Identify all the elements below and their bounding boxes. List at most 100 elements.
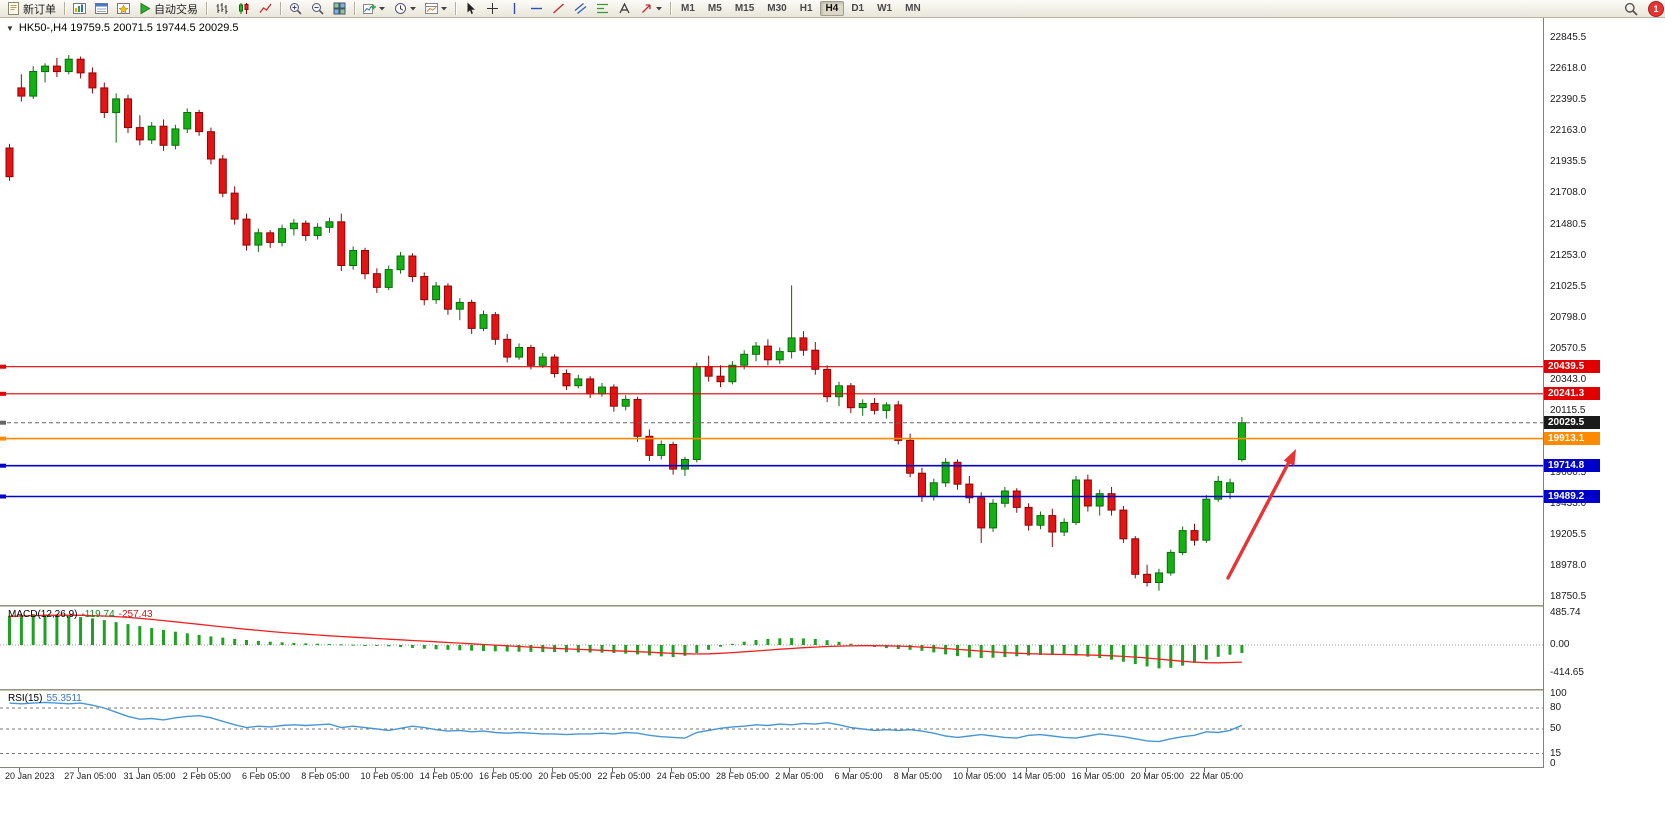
candle-body: [989, 502, 998, 529]
rsi-line: [9, 701, 1243, 743]
candle-body: [1095, 493, 1104, 507]
candle-body: [1060, 521, 1069, 533]
price-axis-label: 20570.5: [1550, 342, 1587, 354]
candle-body: [906, 439, 915, 474]
timeframe-m1-button[interactable]: M1: [681, 3, 695, 14]
data-window-button[interactable]: [91, 0, 112, 17]
channel-tool-button[interactable]: [570, 0, 591, 17]
market-watch-button[interactable]: [69, 0, 90, 17]
candle-body: [882, 404, 891, 411]
time-axis-label: 6 Mar 05:00: [834, 771, 883, 781]
price-axis-label: 20798.0: [1550, 311, 1587, 323]
candle-body: [645, 435, 654, 456]
candle-body: [289, 222, 298, 230]
macd-histogram: [8, 614, 1244, 669]
macd-axis-label: 0.00: [1550, 639, 1570, 650]
candle-body: [977, 497, 986, 529]
collapse-triangle-icon[interactable]: ▼: [6, 23, 14, 33]
timeframe-m30-button[interactable]: M30: [767, 3, 787, 14]
zoom-in-button[interactable]: [285, 0, 306, 17]
candle-body: [823, 368, 832, 398]
candle-body: [515, 347, 524, 358]
price-axis-label: 18978.0: [1550, 560, 1587, 572]
panel-splitter[interactable]: [0, 605, 1665, 607]
line-chart-icon: [259, 2, 272, 15]
periods-dropdown-button[interactable]: [390, 0, 420, 17]
trend-arrow-annotation[interactable]: [1226, 449, 1296, 580]
time-tick: [670, 768, 672, 772]
search-button[interactable]: [1620, 0, 1642, 17]
text-tool-button[interactable]: [614, 0, 635, 17]
chart-candles-button[interactable]: [233, 0, 254, 17]
candle-body: [562, 373, 571, 387]
time-axis-line: [0, 767, 1665, 768]
vertical-line-tool-button[interactable]: [504, 0, 525, 17]
time-axis-label: 24 Feb 05:00: [656, 771, 710, 781]
candle-body: [420, 276, 429, 301]
candle-body: [408, 255, 417, 277]
price-tag-20241.3: 20241.3: [1544, 387, 1600, 401]
candle-body: [692, 366, 701, 461]
timeframe-m5-button[interactable]: M5: [707, 3, 722, 14]
candle-body: [929, 482, 938, 497]
candle-body: [680, 459, 689, 470]
timeframe-m15-button[interactable]: M15: [734, 3, 755, 14]
candle-body: [1214, 480, 1223, 500]
arrows-dropdown-button[interactable]: [636, 0, 666, 17]
candle-body: [384, 269, 393, 288]
time-axis-label: 16 Mar 05:00: [1071, 771, 1125, 781]
clock-icon: [394, 2, 407, 15]
candle-body: [325, 221, 334, 228]
trendline-tool-button[interactable]: [548, 0, 569, 17]
autotrading-icon: [139, 2, 151, 15]
timeframe-w1-button[interactable]: W1: [877, 3, 893, 14]
candles-layer[interactable]: [5, 55, 1246, 591]
navigator-button[interactable]: [113, 0, 134, 17]
timeframe-mn-button[interactable]: MN: [905, 3, 921, 14]
time-tick: [19, 768, 20, 772]
horizontal-line-tool-button[interactable]: [526, 0, 547, 17]
chart-bars-button[interactable]: [211, 0, 232, 17]
crosshair-tool-button[interactable]: [482, 0, 503, 17]
candle-body: [609, 386, 618, 407]
rsi-indicator-canvas[interactable]: [0, 691, 1543, 767]
candle-body: [503, 338, 512, 358]
new-order-button[interactable]: 新订单: [3, 0, 60, 17]
timeframe-h4-button[interactable]: H4: [819, 1, 845, 16]
candle-body: [716, 375, 725, 383]
candle-body: [432, 285, 441, 301]
fibonacci-tool-button[interactable]: [592, 0, 613, 17]
main-chart-canvas[interactable]: [0, 18, 1543, 605]
price-axis[interactable]: 22845.5 22618.0 22390.5 22163.0 21935.5 21708…: [1544, 18, 1665, 839]
price-axis-label: 21480.5: [1550, 218, 1587, 230]
macd-axis-label: -414.65: [1550, 666, 1584, 678]
new-order-label: 新订单: [23, 3, 56, 16]
candle-body: [396, 255, 405, 271]
toolbar-separator: [670, 2, 671, 15]
horizontal-line-icon: [530, 2, 543, 15]
candle-body: [372, 273, 381, 288]
tile-windows-button[interactable]: [329, 0, 350, 17]
autotrading-label: 自动交易: [154, 3, 198, 16]
chart-line-button[interactable]: [255, 0, 276, 17]
candle-body: [41, 65, 50, 73]
candle-body: [1012, 490, 1021, 508]
timeframe-d1-button[interactable]: D1: [851, 3, 865, 14]
autotrading-button[interactable]: 自动交易: [135, 0, 202, 17]
price-axis-label: 19433.0: [1550, 498, 1587, 510]
zoom-out-button[interactable]: [307, 0, 328, 17]
chart-symbol-label: ▼ HK50-,H4 19759.5 20071.5 19744.5 20029…: [6, 22, 239, 34]
time-tick: [1026, 768, 1028, 772]
macd-indicator-canvas[interactable]: [0, 607, 1543, 689]
notification-badge[interactable]: 1: [1648, 0, 1664, 17]
candle-body: [763, 345, 772, 361]
indicators-dropdown-button[interactable]: [359, 0, 389, 17]
timeframe-h1-button[interactable]: H1: [799, 3, 813, 14]
rsi-name: RSI(15): [8, 693, 43, 704]
candle-body: [1072, 479, 1080, 523]
templates-dropdown-button[interactable]: [421, 0, 451, 17]
time-tick: [1204, 768, 1205, 772]
cursor-tool-button[interactable]: [460, 0, 481, 17]
candle-body: [455, 301, 464, 310]
panel-splitter[interactable]: [0, 689, 1665, 691]
